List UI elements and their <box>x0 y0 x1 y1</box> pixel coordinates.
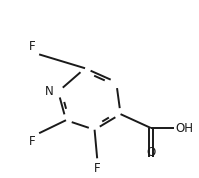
Text: F: F <box>29 135 36 148</box>
Text: N: N <box>45 85 54 98</box>
Text: F: F <box>94 162 100 175</box>
Text: OH: OH <box>175 122 193 135</box>
Text: F: F <box>29 40 36 53</box>
Text: O: O <box>146 146 155 159</box>
